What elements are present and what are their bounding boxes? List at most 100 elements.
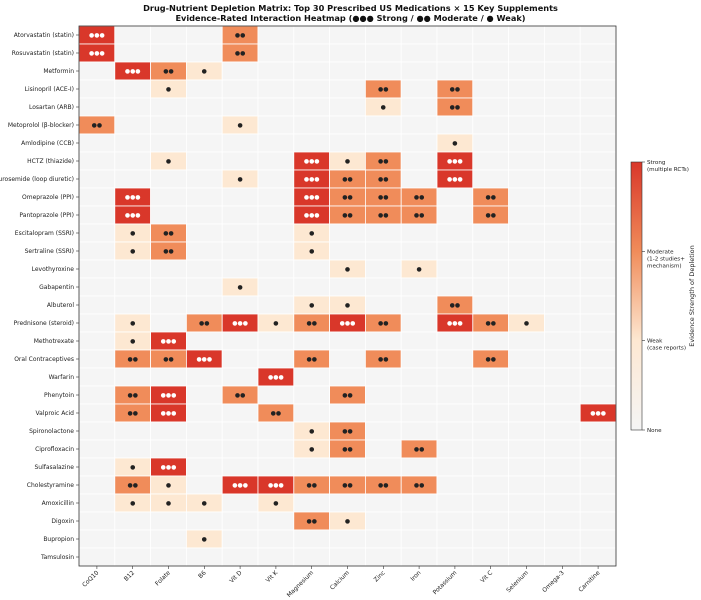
cell-hctz-thiazide-vit-k [257, 151, 295, 171]
cell-ciprofloxacin-selenium [508, 439, 545, 459]
cell-marker: ●● [342, 176, 352, 183]
cell-hctz-thiazide-carnitine [579, 151, 617, 171]
cell-marker: ●● [378, 320, 388, 327]
cell-warfarin-folate [150, 367, 187, 387]
cell-lisinopril-ace-i-iron [400, 79, 438, 99]
cell-marker: ●● [127, 410, 137, 417]
cell-marker: ●● [306, 320, 316, 327]
cell-marker: ●● [163, 68, 173, 75]
cell-gabapentin-b12 [114, 277, 152, 297]
cell-marker: ● [130, 464, 135, 471]
cell-ciprofloxacin-vit-c [472, 439, 509, 459]
cell-marker: ● [416, 266, 421, 273]
cell-albuterol-carnitine [579, 295, 617, 315]
cell-bupropion-selenium [508, 529, 545, 549]
cell-tamsulosin-vit-k [257, 547, 295, 567]
cell-phenytoin-selenium [508, 385, 545, 405]
cell-bupropion-vit-d [221, 529, 259, 549]
cell-rosuvastatin-statin-calcium [329, 43, 366, 63]
y-tick-label: Amoxicillin [42, 500, 75, 507]
colorbar-tick-label: Strong [647, 160, 666, 166]
cell-marker: ●● [378, 86, 388, 93]
cell-ciprofloxacin-omega-3 [544, 439, 581, 459]
cell-valproic-acid-omega-3 [544, 403, 581, 423]
cell-sulfasalazine-iron [400, 457, 438, 477]
cell-atorvastatin-statin-selenium [508, 25, 545, 45]
cell-hctz-thiazide-selenium [508, 151, 545, 171]
cell-losartan-arb-carnitine [579, 97, 617, 117]
cell-marker: ●● [485, 356, 495, 363]
cell-prednisone-steroid-coq10 [78, 313, 116, 333]
cell-marker: ●●● [161, 410, 177, 417]
colorbar-tick-label: None [647, 428, 662, 434]
cell-albuterol-vit-c [472, 295, 509, 315]
cell-marker: ●● [235, 32, 245, 39]
colorbar-label: Evidence Strength of Depletion [688, 245, 696, 347]
cell-lisinopril-ace-i-vit-d [221, 79, 259, 99]
cell-gabapentin-selenium [508, 277, 545, 297]
y-tick-label: Methotrexate [34, 338, 75, 345]
cell-amlodipine-ccb-calcium [329, 133, 366, 153]
cell-furosemide-loop-diuretic-omega-3 [544, 169, 581, 189]
cell-sertraline-ssri-iron [400, 241, 438, 261]
y-tick-label: Lisinopril (ACE-I) [25, 86, 74, 93]
x-tick-label: Magnesium [286, 569, 316, 599]
cell-oral-contraceptives-vit-d [221, 349, 259, 369]
cell-ciprofloxacin-vit-d [221, 439, 259, 459]
cell-omeprazole-ppi-folate [150, 187, 187, 207]
cell-gabapentin-potassium [436, 277, 474, 297]
y-tick-label: Prednisone (steroid) [14, 320, 74, 327]
cell-marker: ●● [414, 212, 424, 219]
cell-marker: ●● [342, 212, 352, 219]
cell-marker: ● [309, 446, 314, 453]
cell-marker: ● [130, 248, 135, 255]
x-tick-label: Vit D [228, 569, 243, 584]
x-tick-label: Folate [154, 569, 172, 587]
cell-metformin-iron [400, 61, 438, 81]
cell-marker: ●●● [268, 374, 284, 381]
cell-tamsulosin-b6 [185, 547, 223, 567]
cell-atorvastatin-statin-zinc [364, 25, 402, 45]
cell-metoprolol-blocker-selenium [508, 115, 545, 135]
cell-lisinopril-ace-i-selenium [508, 79, 545, 99]
cell-gabapentin-iron [400, 277, 438, 297]
cell-marker: ●● [163, 356, 173, 363]
cell-rosuvastatin-statin-iron [400, 43, 438, 63]
cell-marker: ● [202, 500, 207, 507]
cell-escitalopram-ssri-b6 [185, 223, 223, 243]
y-tick-label: Cholestyramine [27, 482, 75, 489]
y-tick-label: Escitalopram (SSRI) [15, 230, 74, 237]
cell-pantoprazole-ppi-selenium [508, 205, 545, 225]
cell-escitalopram-ssri-vit-c [472, 223, 509, 243]
cell-marker: ● [309, 230, 314, 237]
cell-marker: ● [309, 248, 314, 255]
cell-marker: ●●● [340, 320, 356, 327]
cell-omeprazole-ppi-omega-3 [544, 187, 581, 207]
cell-warfarin-coq10 [78, 367, 116, 387]
cell-tamsulosin-calcium [329, 547, 366, 567]
cell-metformin-carnitine [579, 61, 617, 81]
cell-losartan-arb-coq10 [78, 97, 116, 117]
cell-amlodipine-ccb-folate [150, 133, 187, 153]
cell-warfarin-zinc [364, 367, 402, 387]
cell-sulfasalazine-carnitine [579, 457, 617, 477]
cell-metoprolol-blocker-vit-k [257, 115, 295, 135]
cell-amlodipine-ccb-coq10 [78, 133, 116, 153]
cell-losartan-arb-vit-c [472, 97, 509, 117]
cell-metoprolol-blocker-b12 [114, 115, 152, 135]
cell-marker: ●●● [447, 320, 463, 327]
cell-marker: ● [130, 320, 135, 327]
cell-atorvastatin-statin-potassium [436, 25, 474, 45]
cell-sulfasalazine-selenium [508, 457, 545, 477]
cell-marker: ●●● [447, 158, 463, 165]
cell-amlodipine-ccb-b12 [114, 133, 152, 153]
cell-warfarin-carnitine [579, 367, 617, 387]
cell-oral-contraceptives-calcium [329, 349, 366, 369]
cell-albuterol-b12 [114, 295, 152, 315]
cell-phenytoin-iron [400, 385, 438, 405]
cell-cholestyramine-coq10 [78, 475, 116, 495]
x-tick-label: Calcium [329, 569, 351, 591]
cell-bupropion-potassium [436, 529, 474, 549]
